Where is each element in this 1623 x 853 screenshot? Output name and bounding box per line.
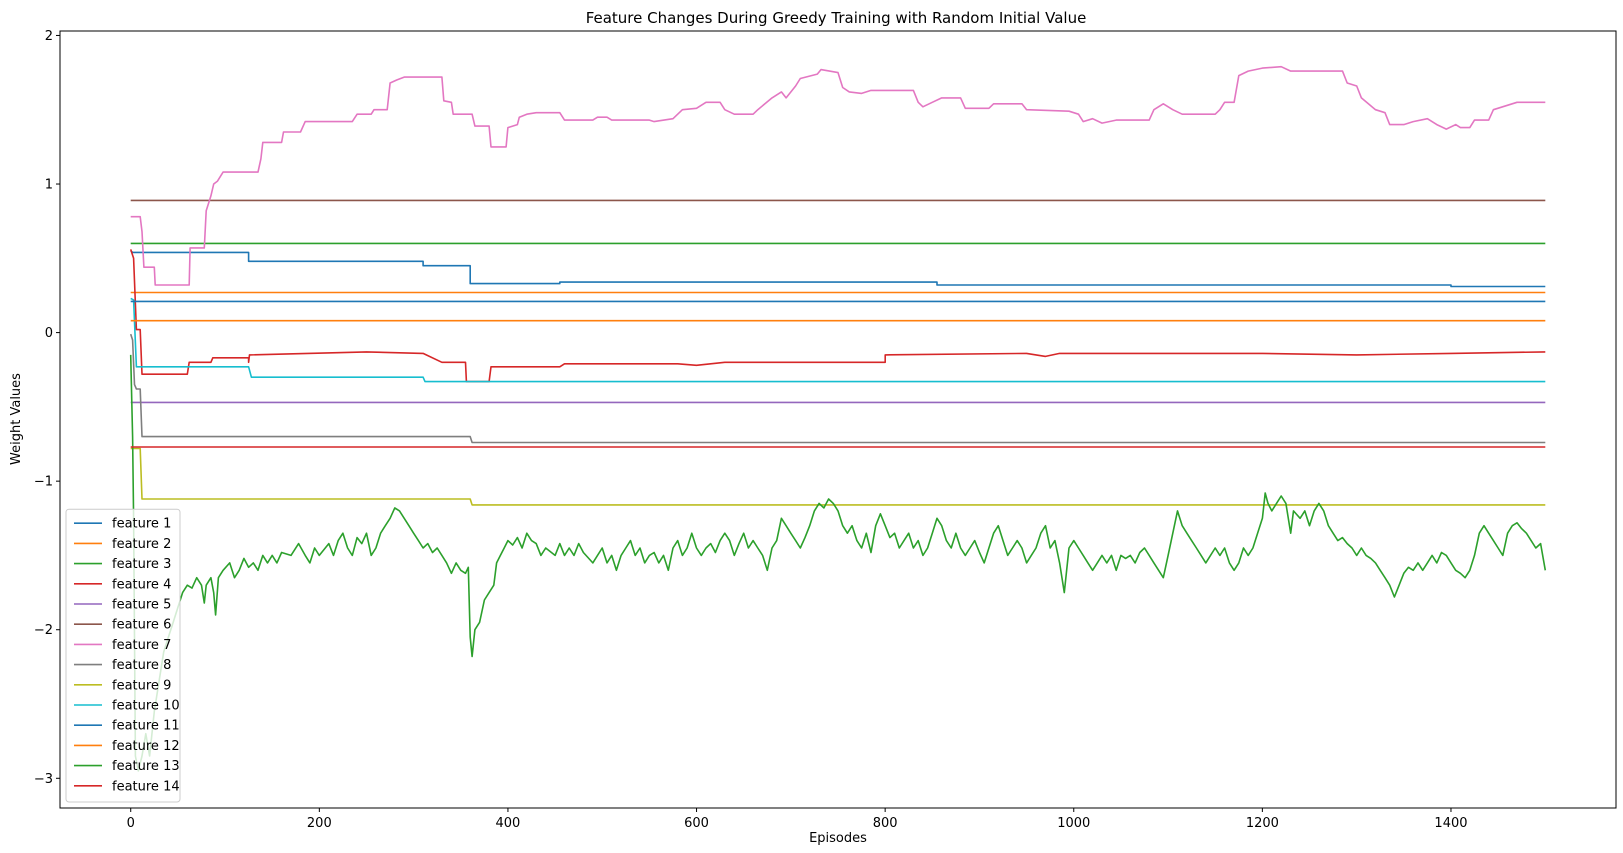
legend: feature 1 feature 2 feature 3 feature 4 feat… — [65, 508, 181, 803]
y-axis-label: Weight Values — [9, 373, 24, 465]
x-tick-label: 1400 — [1434, 816, 1467, 831]
x-tick-label: 200 — [307, 816, 332, 831]
y-tick-label: −1 — [34, 475, 53, 490]
x-tick-label: 0 — [127, 816, 135, 831]
x-tick-label: 600 — [684, 816, 709, 831]
y-axis: −3 −2 −1 0 1 2 — [34, 29, 60, 787]
plot-area — [129, 65, 1547, 772]
x-tick-label: 400 — [496, 816, 521, 831]
legend-label: feature 6 — [112, 618, 171, 633]
x-tick-label: 1000 — [1057, 816, 1090, 831]
x-axis-label: Episodes — [809, 831, 867, 846]
legend-box — [65, 508, 181, 803]
series-line-feature-9 — [130, 447, 1546, 506]
series-line-feature-4 — [129, 249, 1546, 383]
x-tick-label: 800 — [873, 816, 898, 831]
x-axis: 0 200 400 600 800 1000 1200 1400 — [127, 808, 1468, 831]
y-tick-label: 1 — [45, 178, 53, 193]
y-tick-label: 0 — [45, 326, 53, 341]
series-line-feature-13 — [129, 354, 1547, 772]
y-tick-label: −3 — [34, 772, 53, 787]
legend-label: feature 8 — [112, 658, 171, 673]
y-tick-label: −2 — [34, 623, 53, 638]
chart-title: Feature Changes During Greedy Training w… — [586, 9, 1087, 27]
legend-label: feature 14 — [112, 779, 180, 794]
series-line-feature-10 — [130, 297, 1546, 383]
legend-label: feature 3 — [112, 557, 171, 572]
legend-label: feature 9 — [112, 678, 171, 693]
axes-frame — [59, 30, 1617, 809]
legend-label: feature 4 — [112, 577, 171, 592]
x-tick-label: 1200 — [1246, 816, 1279, 831]
series-line-feature-7 — [130, 65, 1546, 286]
legend-label: feature 11 — [112, 719, 180, 734]
legend-label: feature 13 — [112, 759, 180, 774]
series-line-feature-1 — [130, 250, 1546, 288]
legend-label: feature 2 — [112, 537, 171, 552]
legend-label: feature 1 — [112, 517, 171, 532]
legend-label: feature 5 — [112, 598, 171, 613]
legend-label: feature 10 — [112, 699, 180, 714]
series-line-feature-8 — [129, 333, 1546, 444]
legend-label: feature 7 — [112, 638, 171, 653]
legend-label: feature 12 — [112, 739, 180, 754]
y-tick-label: 2 — [45, 29, 53, 44]
